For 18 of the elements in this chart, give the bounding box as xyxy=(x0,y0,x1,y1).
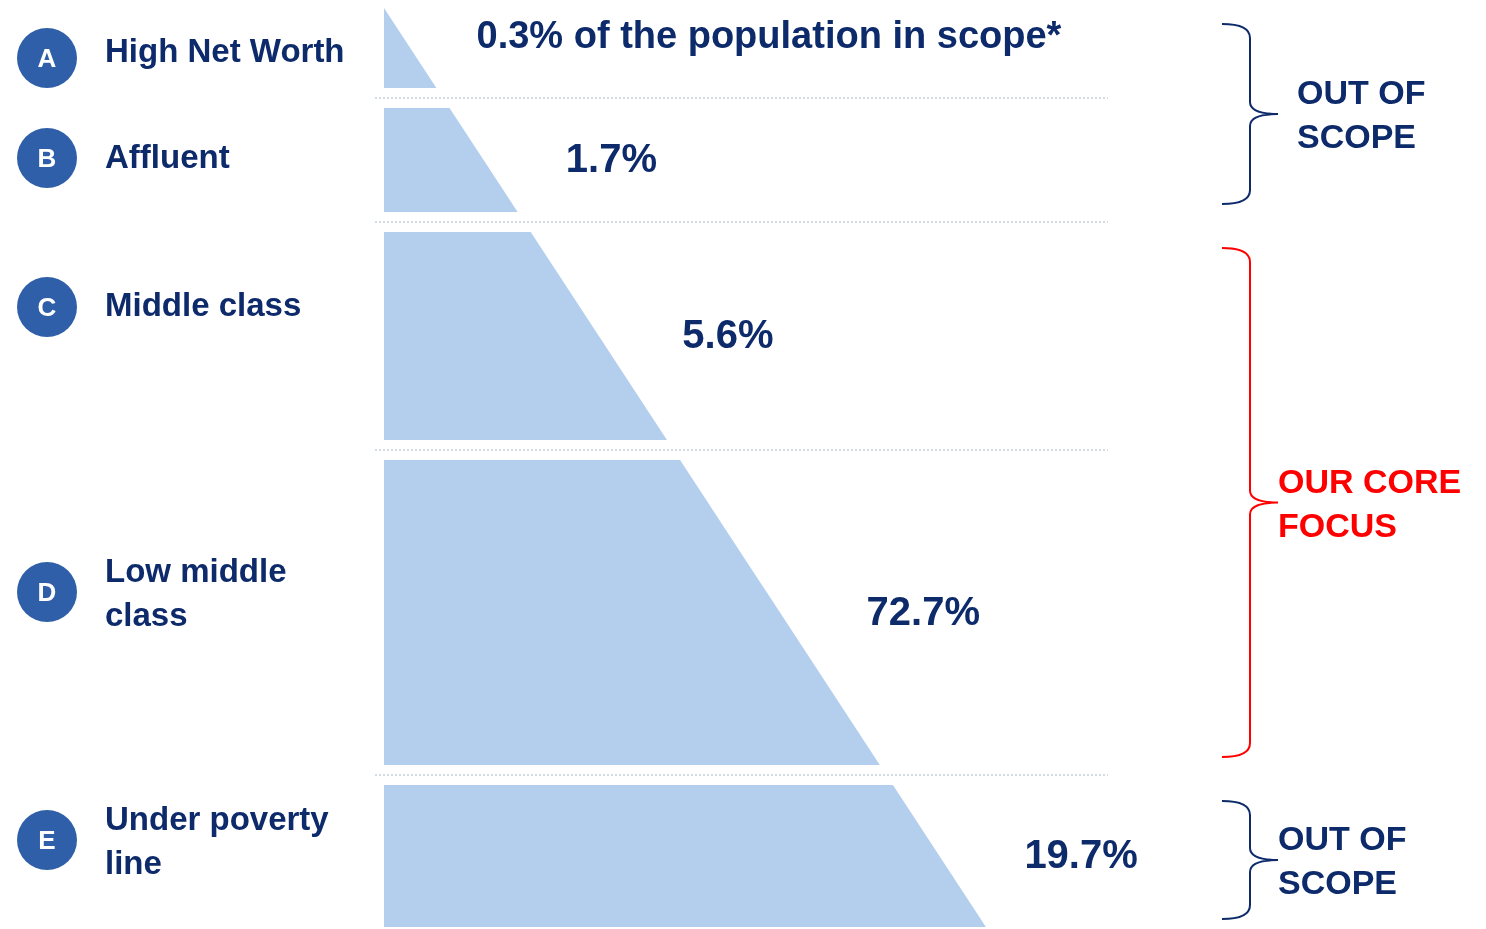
data-label: 1.7% xyxy=(565,136,658,180)
data-label: 19.7% xyxy=(1024,832,1138,876)
letter-badge: D xyxy=(17,562,77,622)
text: OUT OF SCOPE xyxy=(1278,819,1407,901)
category-label: High Net Worth xyxy=(105,32,345,69)
letter-badge: C xyxy=(17,277,77,337)
data-label: 0.3% of the population in scope* xyxy=(476,14,1062,56)
text: OUR CORE FOCUS xyxy=(1278,461,1462,544)
letter-badge: B xyxy=(17,128,77,188)
data-label: 5.6% xyxy=(682,312,774,356)
text: OUT OF SCOPE xyxy=(1297,73,1426,155)
letter-badge: E xyxy=(17,810,77,870)
data-label: 72.7% xyxy=(866,588,980,633)
category-label: Affluent xyxy=(105,138,230,175)
category-label: Under poverty line xyxy=(105,800,330,881)
letter-badge: A xyxy=(17,28,77,88)
category-label: Low middle class xyxy=(105,552,287,633)
category-label: Middle class xyxy=(105,286,302,323)
